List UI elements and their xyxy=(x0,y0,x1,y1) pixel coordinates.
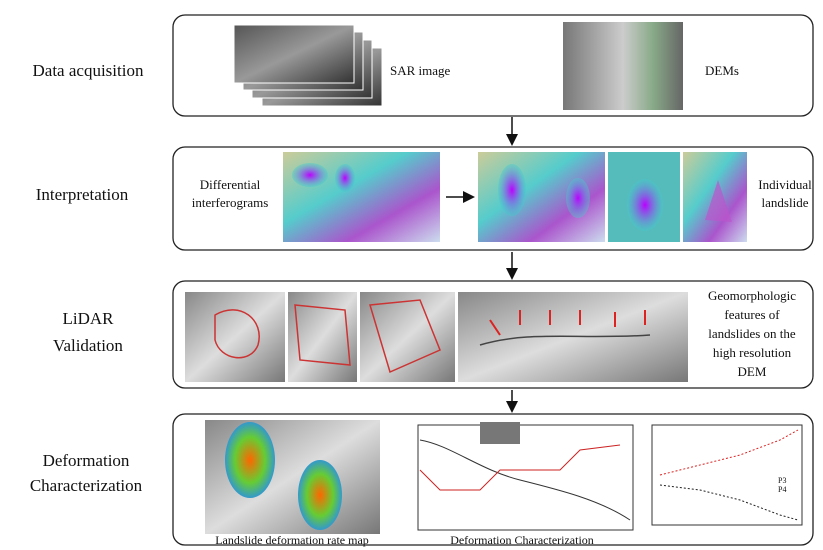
row-label: Validation xyxy=(53,336,123,355)
caption: DEM xyxy=(738,364,767,379)
caption: features of xyxy=(724,307,780,322)
interferogram-image xyxy=(283,152,440,242)
row-label: Deformation xyxy=(43,451,130,470)
row-label: Characterization xyxy=(30,476,143,495)
lidar-images xyxy=(185,292,688,382)
sar-image-stack xyxy=(234,25,382,106)
legend-label: P4 xyxy=(778,485,786,494)
caption: Differential xyxy=(200,177,261,192)
caption: Landslide deformation rate map xyxy=(215,533,369,547)
dem-image xyxy=(563,22,683,110)
legend-label: P3 xyxy=(778,476,786,485)
caption: landslide xyxy=(762,195,809,210)
row-label: Data acquisition xyxy=(33,61,144,80)
caption: interferograms xyxy=(192,195,269,210)
profile-chart xyxy=(418,422,633,530)
caption: DEMs xyxy=(705,63,739,78)
row-label: Interpretation xyxy=(36,185,129,204)
caption: SAR image xyxy=(390,63,451,78)
caption: high resolution xyxy=(713,345,792,360)
caption: Geomorphologic xyxy=(708,288,796,303)
caption: Individual xyxy=(758,177,812,192)
caption: Deformation Characterization xyxy=(450,533,594,547)
row-label: LiDAR xyxy=(63,309,115,328)
diagram: Data acquisition SAR image DEMs Interpre… xyxy=(0,0,823,550)
caption: landslides on the xyxy=(708,326,796,341)
landslide-images xyxy=(478,152,747,242)
deformation-rate-map xyxy=(205,420,380,534)
